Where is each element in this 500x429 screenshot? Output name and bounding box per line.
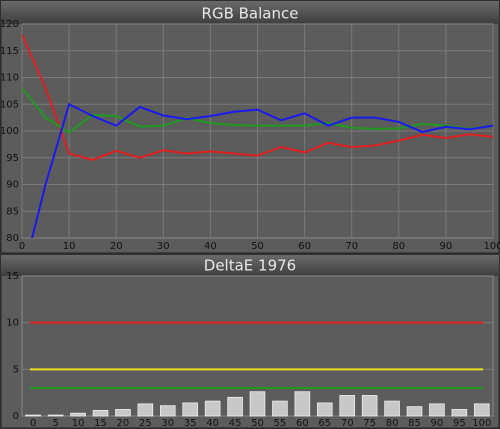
y-tick-label: 80 [6, 233, 19, 244]
bar [429, 403, 445, 417]
x-tick-label: 50 [251, 418, 264, 429]
x-tick-label: 50 [251, 241, 264, 252]
x-tick-label: 20 [110, 241, 123, 252]
bar [137, 403, 154, 417]
x-tick-label: 15 [94, 418, 107, 429]
bar [25, 414, 42, 417]
x-tick-label: 100 [472, 418, 491, 429]
y-tick-label: 100 [0, 126, 19, 137]
y-tick-label: 95 [6, 153, 19, 164]
y-tick-label: 115 [0, 46, 19, 57]
data-line [22, 87, 493, 134]
x-tick-label: 70 [341, 418, 354, 429]
bar [204, 400, 221, 417]
bar [316, 402, 333, 417]
bar [115, 409, 131, 417]
y-tick-label: 105 [0, 99, 19, 110]
x-tick-label: 95 [453, 418, 466, 429]
bar [47, 414, 64, 417]
x-tick-label: 70 [345, 241, 358, 252]
y-tick-label: 0 [13, 411, 19, 422]
bar [294, 391, 311, 417]
x-tick-label: 75 [363, 418, 376, 429]
x-tick-label: 80 [392, 241, 405, 252]
bar [182, 402, 199, 417]
x-tick-label: 45 [229, 418, 242, 429]
x-tick-label: 0 [19, 241, 25, 252]
x-tick-label: 60 [296, 418, 309, 429]
x-tick-label: 65 [318, 418, 331, 429]
y-tick-label: 10 [6, 318, 19, 329]
bar [406, 406, 423, 417]
y-tick-label: 90 [6, 180, 19, 191]
x-tick-label: 85 [408, 418, 421, 429]
bar [70, 412, 86, 417]
x-tick-label: 35 [184, 418, 197, 429]
y-tick-label: 5 [13, 364, 19, 375]
y-tick-label: 120 [0, 19, 19, 30]
y-tick-label: 85 [6, 206, 19, 217]
x-tick-label: 10 [63, 241, 76, 252]
x-tick-label: 55 [274, 418, 287, 429]
bar [92, 409, 109, 417]
x-tick-label: 90 [440, 241, 453, 252]
title-bar [1, 255, 499, 276]
bar [451, 409, 468, 417]
data-line [22, 34, 493, 161]
bar [473, 403, 490, 417]
x-tick-label: 60 [298, 241, 311, 252]
bar [361, 395, 378, 417]
x-tick-label: 0 [30, 418, 36, 429]
bar [272, 400, 288, 417]
bar [159, 405, 176, 417]
x-tick-label: 10 [72, 418, 85, 429]
x-tick-label: 90 [431, 418, 444, 429]
x-tick-label: 40 [204, 241, 217, 252]
bar [227, 396, 243, 417]
bar [249, 391, 266, 417]
title-bar [1, 1, 499, 24]
bar [339, 395, 356, 417]
x-tick-label: 40 [206, 418, 219, 429]
x-tick-label: 30 [161, 418, 174, 429]
y-tick-label: 110 [0, 73, 19, 84]
x-tick-label: 5 [52, 418, 58, 429]
data-line [31, 102, 493, 238]
x-tick-label: 20 [117, 418, 130, 429]
bar [384, 400, 400, 417]
chart-title: DeltaE 1976 [204, 257, 296, 275]
x-tick-label: 30 [157, 241, 170, 252]
y-tick-label: 15 [6, 271, 19, 282]
x-tick-label: 25 [139, 418, 152, 429]
x-tick-label: 80 [386, 418, 399, 429]
x-tick-label: 100 [483, 241, 500, 252]
chart-title: RGB Balance [202, 5, 299, 23]
